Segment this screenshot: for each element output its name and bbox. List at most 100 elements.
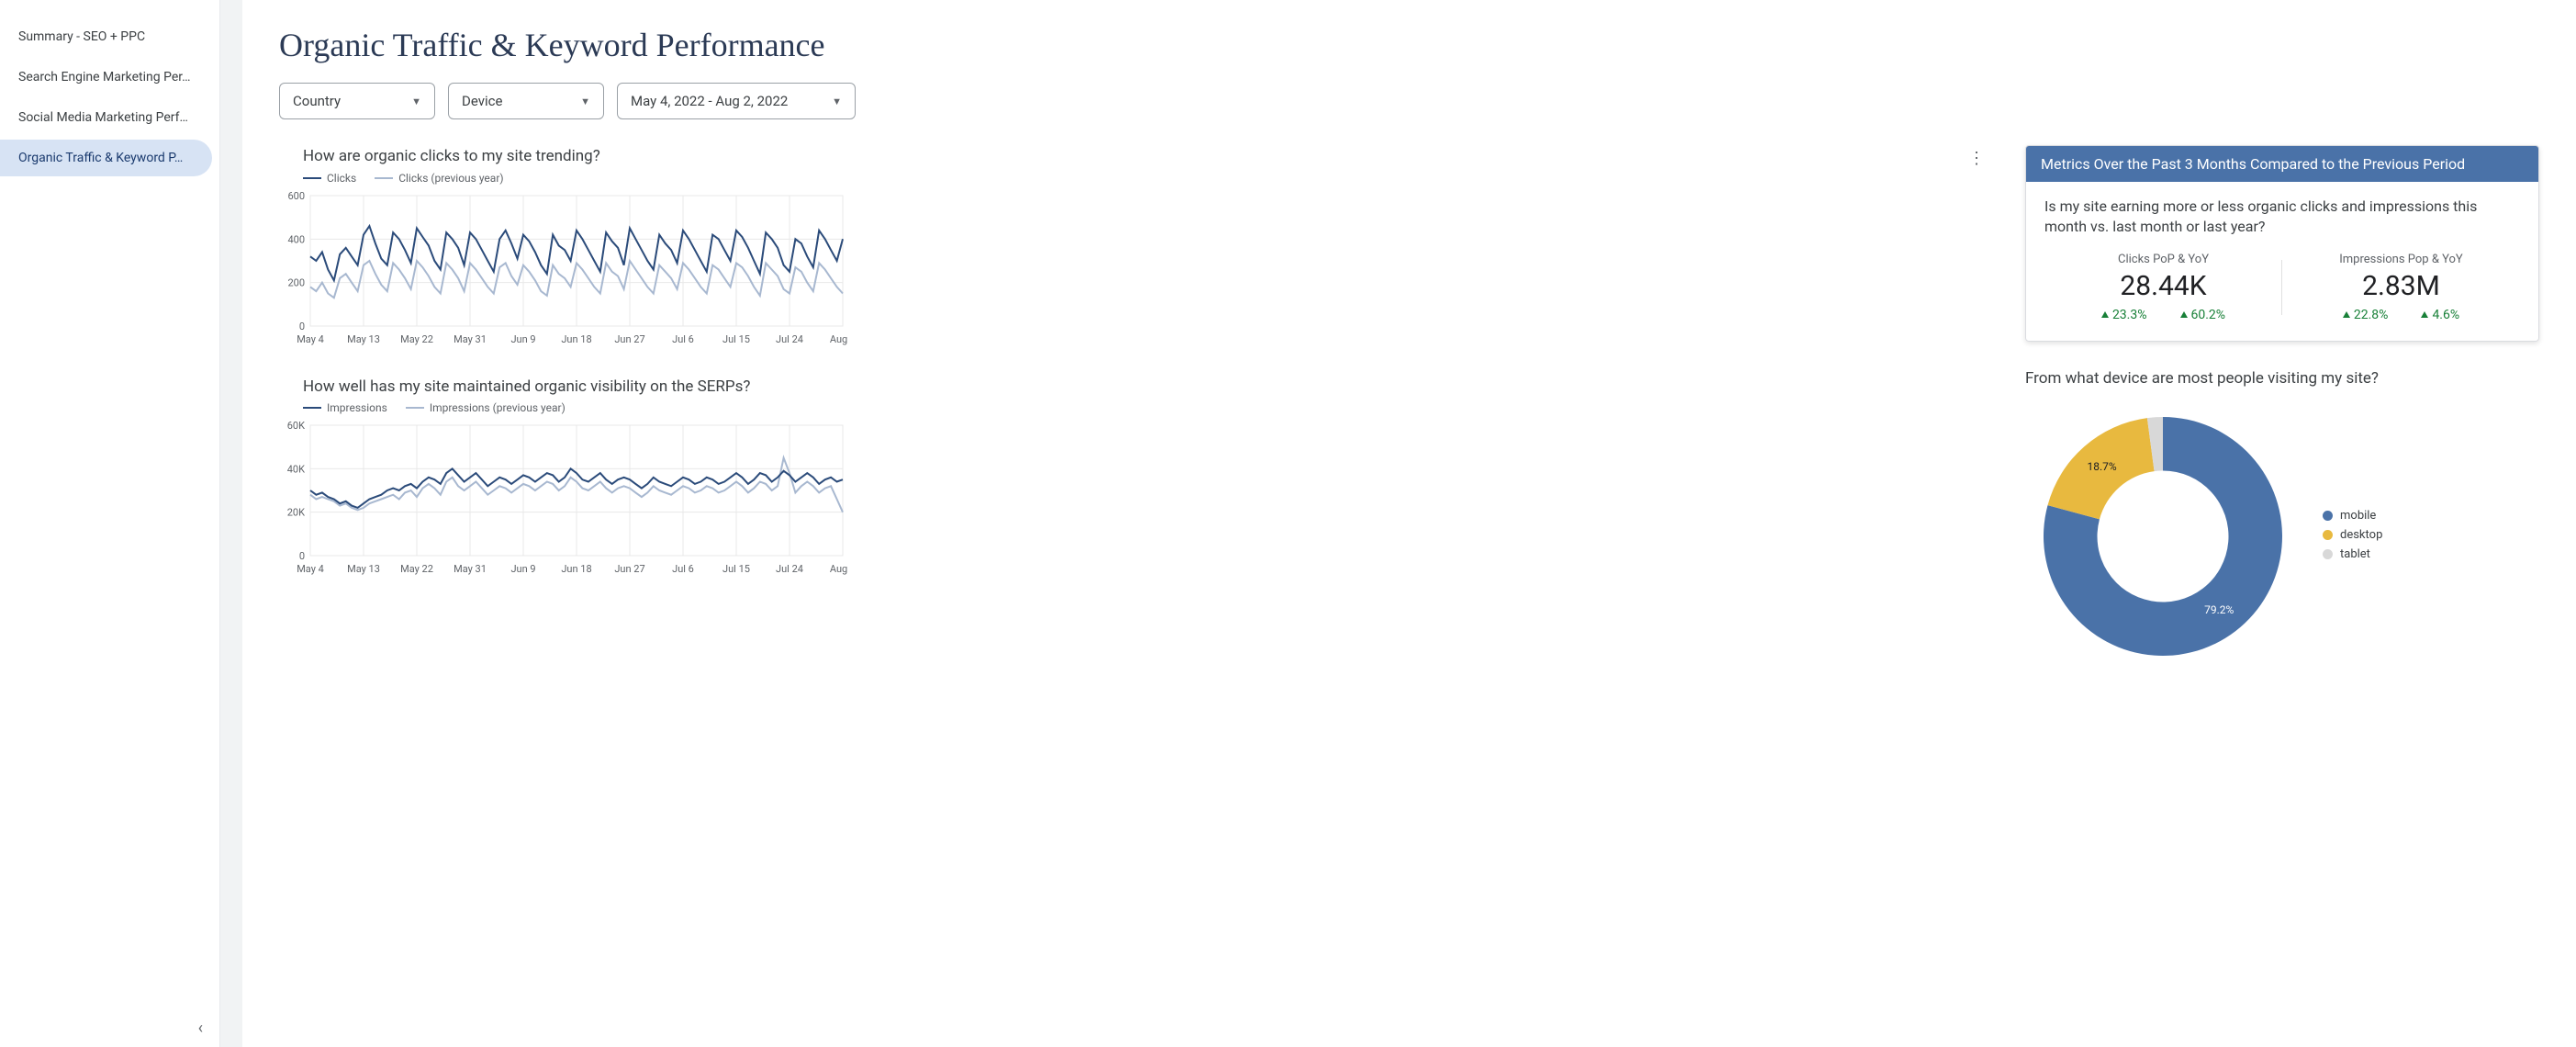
stat-changes: 22.8% 4.6% [2282,308,2520,322]
svg-text:Jul 6: Jul 6 [672,563,694,575]
svg-text:Jul 24: Jul 24 [776,333,803,345]
legend-swatch [406,407,424,409]
svg-text:20K: 20K [287,507,305,519]
stat-block: Clicks PoP & YoY28.44K23.3%60.2% [2044,253,2282,322]
svg-text:Jul 15: Jul 15 [722,563,750,575]
svg-text:Jun 9: Jun 9 [510,563,535,575]
metrics-column: Metrics Over the Past 3 Months Compared … [2025,145,2539,678]
sidebar-item[interactable]: Social Media Marketing Perf… [0,99,212,136]
country-dropdown[interactable]: Country ▼ [279,83,435,119]
svg-text:May 13: May 13 [347,333,380,345]
legend-item: Impressions (previous year) [406,401,566,414]
svg-text:May 31: May 31 [454,333,487,345]
stat-change: 60.2% [2180,308,2226,322]
device-donut-chart[interactable]: 79.2% 18.7% [2025,399,2301,678]
svg-text:Jun 18: Jun 18 [561,333,591,345]
chevron-left-icon: ‹ [198,1019,203,1038]
stat-change: 4.6% [2421,308,2459,322]
stat-value: 2.83M [2282,270,2520,302]
clicks-chart-section: How are organic clicks to my site trendi… [279,145,1988,350]
donut-section: From what device are most people visitin… [2025,369,2539,678]
arrow-up-icon [2343,311,2350,318]
svg-text:18.7%: 18.7% [2088,460,2117,473]
donut-title: From what device are most people visitin… [2025,369,2539,388]
arrow-up-icon [2101,311,2109,318]
legend-label: tablet [2340,547,2370,561]
legend-item: Clicks (previous year) [375,172,503,185]
svg-text:Aug 2: Aug 2 [830,563,848,575]
impressions-chart-section: How well has my site maintained organic … [279,377,1988,580]
stat-change-value: 23.3% [2112,308,2147,322]
stat-change: 23.3% [2101,308,2147,322]
dropdown-label: Device [462,93,502,109]
sidebar-item[interactable]: Organic Traffic & Keyword P… [0,140,212,176]
stat-label: Clicks PoP & YoY [2044,253,2282,266]
svg-text:May 13: May 13 [347,563,380,575]
metrics-card-question: Is my site earning more or less organic … [2044,197,2520,238]
chart-options-button[interactable]: ⋮ [1965,145,1988,172]
dropdown-label: Country [293,93,341,109]
svg-text:Jun 27: Jun 27 [614,563,644,575]
svg-text:600: 600 [287,190,305,202]
dropdown-label: May 4, 2022 - Aug 2, 2022 [631,93,788,109]
legend-item: Clicks [303,172,356,185]
sidebar-item[interactable]: Summary - SEO + PPC [0,18,212,55]
svg-text:May 4: May 4 [297,333,324,345]
donut-legend: mobile desktop tablet [2323,509,2382,567]
svg-text:Aug 2: Aug 2 [830,333,848,345]
chevron-down-icon: ▼ [411,96,421,107]
legend-label: Impressions [327,401,387,414]
svg-text:Jun 27: Jun 27 [614,333,644,345]
metrics-card-header: Metrics Over the Past 3 Months Compared … [2026,146,2538,182]
svg-text:79.2%: 79.2% [2204,603,2234,616]
legend-label: Clicks (previous year) [398,172,503,185]
chart-legend: Clicks Clicks (previous year) [303,172,1988,185]
sidebar-item[interactable]: Search Engine Marketing Per… [0,59,212,96]
svg-text:Jul 6: Jul 6 [672,333,694,345]
sidebar-collapse-button[interactable]: ‹ [0,1009,219,1047]
svg-text:40K: 40K [287,463,305,475]
donut-legend-item: tablet [2323,547,2382,561]
chart-legend: Impressions Impressions (previous year) [303,401,1988,414]
legend-item: Impressions [303,401,387,414]
svg-text:Jun 18: Jun 18 [561,563,591,575]
impressions-line-chart[interactable]: 020K40K60KMay 4May 13May 22May 31Jun 9Ju… [279,420,1988,580]
vertical-divider [220,0,242,1047]
arrow-up-icon [2180,311,2188,318]
legend-label: Impressions (previous year) [430,401,566,414]
arrow-up-icon [2421,311,2428,318]
stat-change-value: 22.8% [2354,308,2389,322]
svg-text:May 22: May 22 [400,563,433,575]
svg-text:May 31: May 31 [454,563,487,575]
legend-swatch [375,177,393,179]
stat-label: Impressions Pop & YoY [2282,253,2520,266]
stat-change: 22.8% [2343,308,2389,322]
page-title: Organic Traffic & Keyword Performance [279,26,2539,64]
clicks-line-chart[interactable]: 0200400600May 4May 13May 22May 31Jun 9Ju… [279,190,1988,350]
sidebar: Summary - SEO + PPC Search Engine Marketi… [0,0,220,1047]
legend-label: Clicks [327,172,356,185]
legend-swatch [303,177,321,179]
svg-text:May 22: May 22 [400,333,433,345]
kebab-icon: ⋮ [1968,149,1985,168]
svg-text:May 4: May 4 [297,563,324,575]
chart-title: How are organic clicks to my site trendi… [303,147,600,165]
device-dropdown[interactable]: Device ▼ [448,83,604,119]
legend-label: desktop [2340,528,2382,542]
donut-legend-item: mobile [2323,509,2382,523]
svg-text:Jul 24: Jul 24 [776,563,803,575]
stat-block: Impressions Pop & YoY 2.83M 22.8% 4.6% [2282,253,2520,322]
chart-title: How well has my site maintained organic … [303,377,1988,396]
stat-change-value: 4.6% [2432,308,2459,322]
daterange-dropdown[interactable]: May 4, 2022 - Aug 2, 2022 ▼ [617,83,856,119]
stat-change-value: 60.2% [2191,308,2226,322]
legend-dot [2323,530,2333,540]
metrics-comparison-card: Metrics Over the Past 3 Months Compared … [2025,145,2539,342]
charts-column: How are organic clicks to my site trendi… [279,145,1988,607]
legend-label: mobile [2340,509,2376,523]
svg-text:200: 200 [287,277,305,289]
svg-text:Jul 15: Jul 15 [722,333,750,345]
svg-text:Jun 9: Jun 9 [510,333,535,345]
legend-dot [2323,511,2333,521]
chevron-down-icon: ▼ [832,96,842,107]
